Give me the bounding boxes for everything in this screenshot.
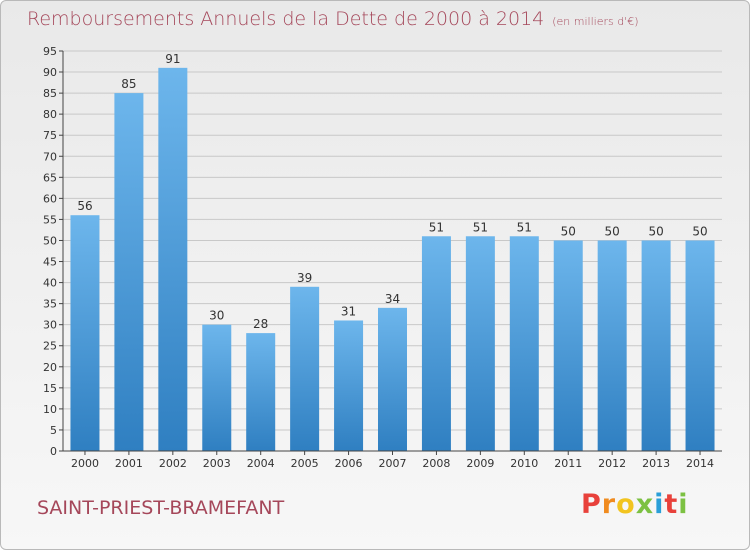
x-tick-label: 2009 — [466, 457, 494, 470]
data-label: 51 — [473, 220, 488, 234]
logo-letter: i — [678, 489, 689, 520]
x-tick-label: 2002 — [159, 457, 187, 470]
x-tick-label: 2010 — [510, 457, 538, 470]
x-tick-label: 2007 — [379, 457, 407, 470]
bars — [70, 67, 715, 452]
data-label: 91 — [165, 52, 180, 66]
logo-letter: t — [664, 489, 679, 520]
bar — [685, 240, 715, 451]
x-tick-label: 2012 — [598, 457, 626, 470]
y-tick-label: 10 — [43, 403, 57, 416]
y-tick-label: 95 — [43, 45, 57, 58]
x-tick-label: 2000 — [71, 457, 99, 470]
bar — [641, 240, 671, 451]
bar — [421, 236, 451, 451]
town-name: SAINT-PRIEST-BRAMEFANT — [37, 497, 285, 519]
logo-letter: r — [601, 489, 617, 520]
x-tick-label: 2011 — [554, 457, 582, 470]
data-label: 51 — [429, 220, 444, 234]
x-tick-label: 2003 — [203, 457, 231, 470]
y-tick-label: 50 — [43, 234, 57, 247]
y-tick-label: 65 — [43, 171, 57, 184]
y-tick-label: 85 — [43, 87, 57, 100]
logo-letter: o — [616, 489, 636, 520]
x-tick-label: 2001 — [115, 457, 143, 470]
y-tick-label: 40 — [43, 277, 57, 290]
y-tick-label: 0 — [50, 445, 57, 458]
data-label: 30 — [209, 309, 224, 323]
data-label: 50 — [561, 224, 576, 238]
axes: 0 5 10 15 20 25 30 35 40 45 50 55 60 65 70 75 80 85 90 95 20… — [43, 45, 722, 470]
data-label: 51 — [517, 220, 532, 234]
x-tick-label: 2004 — [247, 457, 275, 470]
bar — [378, 307, 407, 451]
y-tick-label: 25 — [43, 340, 57, 353]
bar — [465, 236, 495, 451]
bar — [334, 320, 364, 451]
data-label: 50 — [648, 224, 663, 238]
bar — [290, 286, 320, 451]
x-tick-label: 2008 — [422, 457, 450, 470]
data-label: 56 — [77, 199, 92, 213]
y-tick-label: 20 — [43, 361, 57, 374]
bar — [114, 93, 144, 452]
proxiti-logo: Proxiti — [581, 489, 689, 520]
data-label: 34 — [385, 292, 400, 306]
data-label: 50 — [605, 224, 620, 238]
y-tick-label: 15 — [43, 382, 57, 395]
y-tick-label: 60 — [43, 192, 57, 205]
bar — [553, 240, 583, 451]
y-tick-label: 90 — [43, 66, 57, 79]
x-tick-label: 2014 — [686, 457, 714, 470]
bar — [158, 67, 188, 451]
title-text: Remboursements Annuels de la Dette de 20… — [27, 8, 545, 30]
data-label: 50 — [692, 224, 707, 238]
bar — [70, 215, 100, 451]
y-tick-label: 30 — [43, 319, 57, 332]
x-tick-label: 2006 — [335, 457, 363, 470]
bar — [202, 324, 232, 451]
y-tick-label: 5 — [50, 424, 57, 437]
title-unit: (en milliers d'€) — [552, 15, 639, 28]
x-tick-label: 2005 — [291, 457, 319, 470]
y-tick-label: 75 — [43, 129, 57, 142]
y-tick-label: 55 — [43, 213, 57, 226]
x-tick-label: 2013 — [642, 457, 670, 470]
bar — [246, 333, 276, 451]
logo-letter: x — [635, 489, 655, 520]
data-label: 28 — [253, 317, 268, 331]
data-label: 85 — [121, 77, 136, 91]
data-labels: 56 85 91 30 28 39 31 34 51 51 51 50 50 50 50 — [77, 52, 707, 331]
chart-title: Remboursements Annuels de la Dette de 20… — [27, 8, 639, 30]
logo-letter: i — [654, 489, 665, 520]
data-label: 31 — [341, 304, 356, 318]
bar — [597, 240, 627, 451]
data-label: 39 — [297, 271, 312, 285]
y-tick-label: 80 — [43, 108, 57, 121]
y-tick-label: 45 — [43, 256, 57, 269]
bar — [509, 236, 539, 451]
y-tick-label: 35 — [43, 298, 57, 311]
y-tick-label: 70 — [43, 150, 57, 163]
logo-letter: P — [581, 489, 602, 520]
